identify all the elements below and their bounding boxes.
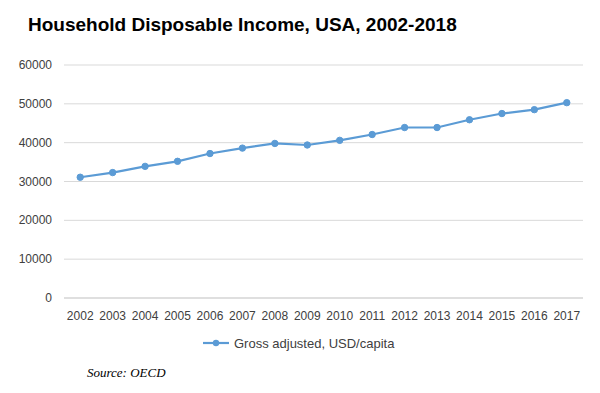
y-tick-label: 30000 (19, 175, 53, 189)
grid-line (64, 181, 583, 182)
x-tick-label: 2010 (326, 309, 353, 323)
point (564, 99, 570, 105)
chart-svg: Household Disposable Income, USA, 2002-2… (0, 0, 600, 393)
x-tick-label: 2006 (197, 309, 224, 323)
y-tick-label: 20000 (19, 213, 53, 227)
point (434, 124, 440, 130)
x-tick-label: 2004 (132, 309, 159, 323)
grid-line (64, 103, 583, 104)
x-tick-label: 2011 (359, 309, 385, 323)
point (304, 142, 310, 148)
point (239, 145, 245, 151)
legend-marker (213, 340, 219, 346)
legend: Gross adjusted, USD/capita (203, 336, 395, 351)
grid-line (64, 259, 583, 260)
x-axis-line (64, 298, 583, 299)
x-tick-label: 2012 (391, 309, 418, 323)
point (401, 124, 407, 130)
chart-container: Household Disposable Income, USA, 2002-2… (0, 0, 600, 393)
series-line (80, 103, 567, 178)
y-tick-label: 40000 (19, 136, 53, 150)
grid-line (64, 65, 583, 66)
x-tick-label: 2013 (424, 309, 451, 323)
point (109, 169, 115, 175)
plot-area (77, 99, 570, 180)
point (531, 106, 537, 112)
x-tick-label: 2016 (521, 309, 548, 323)
x-tick-label: 2002 (67, 309, 94, 323)
title: Household Disposable Income, USA, 2002-2… (28, 14, 457, 35)
legend-label: Gross adjusted, USD/capita (234, 336, 395, 351)
y-tick-label: 60000 (19, 58, 53, 72)
x-tick-label: 2015 (489, 309, 516, 323)
y-tick-label: 50000 (19, 97, 53, 111)
point (174, 158, 180, 164)
x-tick-label: 2017 (553, 309, 580, 323)
point (142, 163, 148, 169)
point (337, 137, 343, 143)
source: Source: OECD (87, 365, 166, 380)
x-tick-label: 2003 (99, 309, 126, 323)
x-tick-label: 2008 (261, 309, 288, 323)
grid-line (64, 220, 583, 221)
x-tick-label: 2009 (294, 309, 321, 323)
point (499, 110, 505, 116)
point (369, 131, 375, 137)
x-tick-label: 2007 (229, 309, 256, 323)
point (466, 117, 472, 123)
point (77, 174, 83, 180)
point (272, 140, 278, 146)
point (207, 150, 213, 156)
x-tick-label: 2014 (456, 309, 483, 323)
y-tick-label: 0 (45, 291, 52, 305)
x-tick-label: 2005 (164, 309, 191, 323)
y-tick-label: 10000 (19, 252, 53, 266)
